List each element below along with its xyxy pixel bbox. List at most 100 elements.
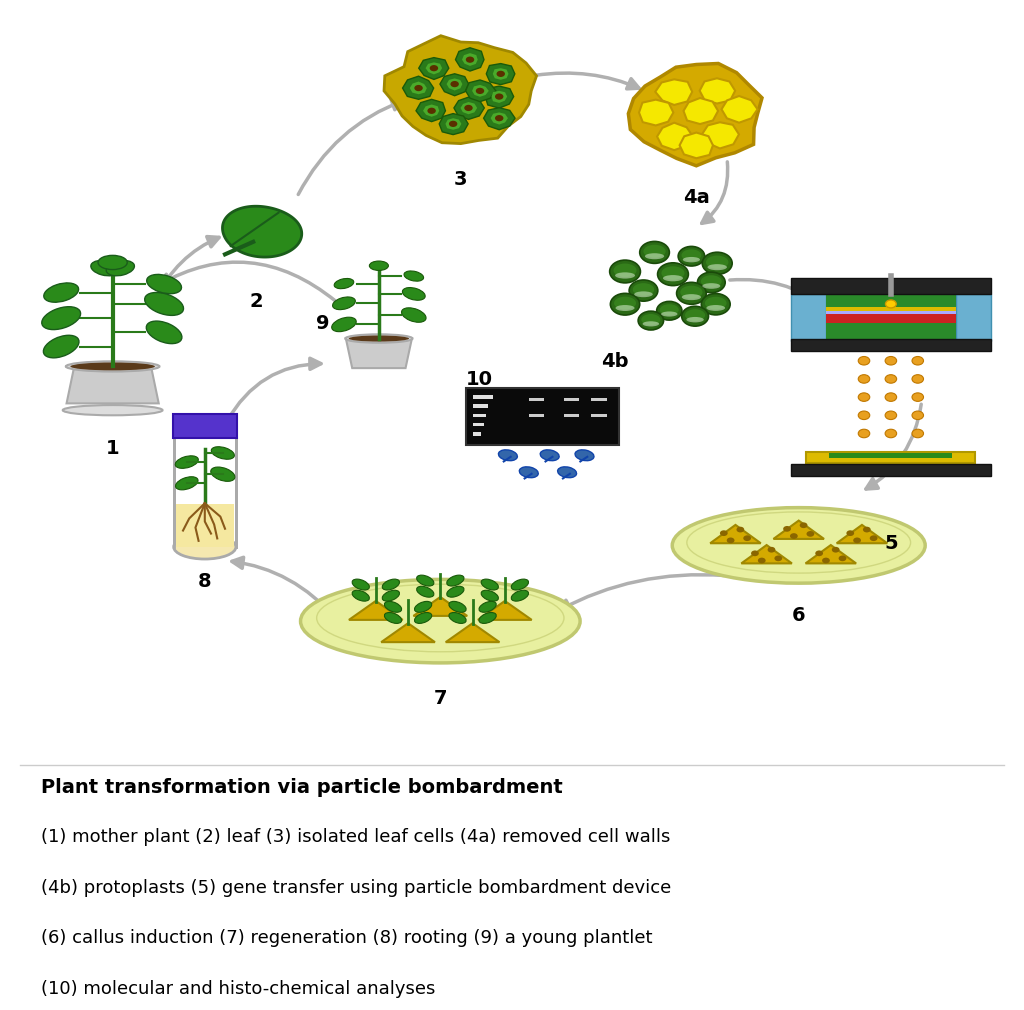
- Circle shape: [839, 556, 847, 562]
- Bar: [791, 294, 825, 341]
- Polygon shape: [423, 104, 439, 117]
- FancyArrowPatch shape: [231, 558, 336, 619]
- Bar: [825, 307, 956, 311]
- Bar: [791, 464, 991, 476]
- Ellipse shape: [301, 580, 580, 663]
- Text: (4b) protoplasts (5) gene transfer using particle bombardment device: (4b) protoplasts (5) gene transfer using…: [41, 879, 671, 897]
- Polygon shape: [416, 99, 445, 121]
- Ellipse shape: [687, 512, 910, 573]
- Bar: [592, 398, 607, 401]
- Circle shape: [449, 121, 458, 127]
- Bar: [563, 413, 579, 416]
- Ellipse shape: [479, 612, 497, 623]
- Ellipse shape: [479, 601, 497, 612]
- Ellipse shape: [558, 467, 577, 478]
- Ellipse shape: [683, 257, 700, 263]
- Ellipse shape: [174, 535, 236, 560]
- Circle shape: [657, 263, 688, 286]
- Ellipse shape: [211, 467, 234, 482]
- Ellipse shape: [446, 575, 464, 586]
- Circle shape: [858, 411, 869, 419]
- Ellipse shape: [705, 297, 727, 309]
- Bar: [466, 388, 620, 445]
- Ellipse shape: [349, 335, 409, 341]
- Circle shape: [697, 272, 725, 293]
- Circle shape: [853, 537, 861, 543]
- Polygon shape: [176, 435, 233, 547]
- Ellipse shape: [575, 449, 594, 461]
- Polygon shape: [346, 338, 412, 368]
- Ellipse shape: [663, 275, 683, 282]
- Circle shape: [720, 530, 728, 536]
- Polygon shape: [639, 100, 674, 125]
- Circle shape: [495, 94, 504, 100]
- Circle shape: [886, 300, 896, 308]
- Ellipse shape: [633, 283, 654, 296]
- FancyArrowPatch shape: [559, 575, 724, 610]
- Polygon shape: [461, 102, 477, 114]
- Ellipse shape: [446, 586, 464, 597]
- Ellipse shape: [541, 449, 559, 461]
- Ellipse shape: [333, 297, 355, 310]
- Ellipse shape: [370, 261, 388, 271]
- FancyArrowPatch shape: [155, 236, 219, 301]
- Ellipse shape: [382, 579, 399, 590]
- Polygon shape: [454, 97, 484, 119]
- Ellipse shape: [634, 291, 652, 297]
- Polygon shape: [419, 58, 449, 80]
- Circle shape: [758, 558, 766, 564]
- Polygon shape: [722, 96, 758, 122]
- Circle shape: [783, 526, 791, 531]
- Ellipse shape: [499, 449, 517, 461]
- Polygon shape: [806, 545, 856, 564]
- Ellipse shape: [449, 612, 466, 623]
- Polygon shape: [445, 118, 462, 129]
- Bar: [528, 398, 544, 401]
- Ellipse shape: [175, 456, 199, 469]
- Bar: [528, 413, 544, 416]
- Polygon shape: [699, 78, 735, 103]
- Circle shape: [743, 535, 751, 541]
- Circle shape: [751, 550, 759, 557]
- Circle shape: [912, 375, 924, 383]
- Polygon shape: [384, 35, 537, 143]
- Ellipse shape: [615, 273, 635, 279]
- Ellipse shape: [417, 575, 434, 586]
- Bar: [592, 413, 607, 416]
- Ellipse shape: [42, 307, 81, 329]
- Ellipse shape: [417, 586, 434, 597]
- Ellipse shape: [643, 321, 659, 326]
- Bar: [807, 451, 975, 463]
- Polygon shape: [741, 545, 792, 564]
- Circle shape: [638, 311, 664, 330]
- Bar: [473, 413, 485, 417]
- Polygon shape: [445, 623, 500, 642]
- Bar: [473, 395, 493, 399]
- Circle shape: [727, 537, 734, 543]
- Circle shape: [701, 294, 730, 315]
- Ellipse shape: [144, 293, 183, 315]
- Ellipse shape: [43, 335, 79, 358]
- Ellipse shape: [334, 279, 353, 289]
- Ellipse shape: [682, 249, 701, 262]
- Ellipse shape: [481, 590, 499, 601]
- Circle shape: [609, 261, 640, 283]
- Ellipse shape: [384, 601, 401, 612]
- Text: (6) callus induction (7) regeneration (8) rooting (9) a young plantlet: (6) callus induction (7) regeneration (8…: [41, 929, 652, 947]
- Polygon shape: [683, 98, 718, 124]
- Circle shape: [885, 375, 897, 383]
- Text: 7: 7: [433, 689, 447, 708]
- Ellipse shape: [352, 590, 370, 601]
- Circle shape: [858, 375, 869, 383]
- Ellipse shape: [415, 601, 432, 612]
- Circle shape: [885, 429, 897, 437]
- Text: Plant transformation via particle bombardment: Plant transformation via particle bombar…: [41, 778, 563, 797]
- Ellipse shape: [662, 267, 684, 280]
- Circle shape: [415, 85, 423, 91]
- Ellipse shape: [706, 256, 728, 269]
- Ellipse shape: [511, 590, 528, 601]
- Ellipse shape: [352, 579, 370, 590]
- Circle shape: [807, 531, 814, 536]
- Ellipse shape: [91, 261, 119, 276]
- Ellipse shape: [708, 265, 727, 271]
